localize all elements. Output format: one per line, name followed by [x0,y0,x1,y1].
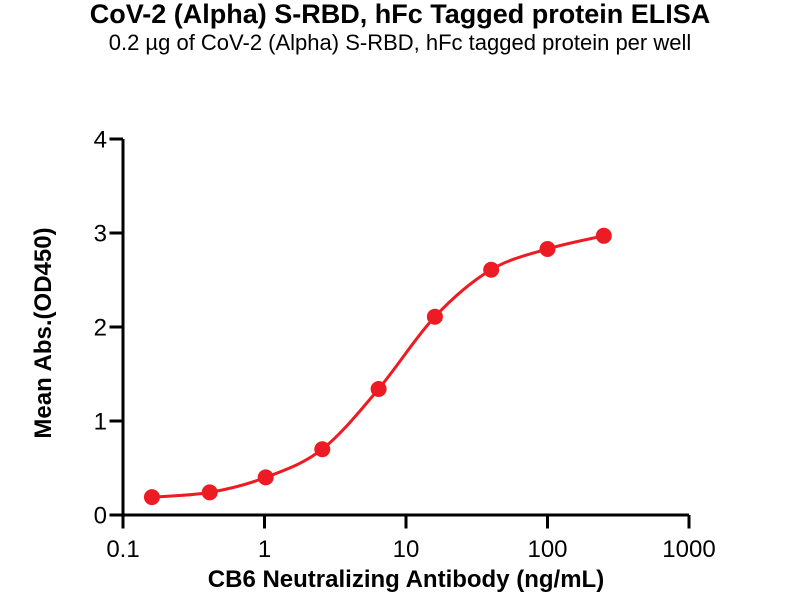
data-point [483,261,500,278]
x-tick-label: 1 [258,536,271,563]
data-point [370,381,387,397]
x-tick-label: 100 [527,536,567,563]
y-tick-label: 0 [94,503,107,530]
data-point [595,227,612,244]
data-point [314,441,331,458]
data-point [201,484,218,501]
x-axis-label: CB6 Neutralizing Antibody (ng/mL) [207,566,605,593]
fit-curve [151,234,605,499]
chart-subtitle: 0.2 µg of CoV-2 (Alpha) S-RBD, hFc tagge… [108,30,692,55]
chart-title: CoV-2 (Alpha) S-RBD, hFc Tagged protein … [89,0,711,29]
x-tick-label: 0.1 [106,536,139,563]
y-tick-label: 2 [94,315,107,342]
x-tick-label: 10 [393,536,420,563]
data-point [257,469,274,486]
x-tick-label: 1000 [662,536,715,563]
y-tick-label: 1 [94,409,107,436]
y-tick-label: 3 [94,221,107,248]
y-tick-label: 4 [94,127,107,154]
data-point [426,308,443,325]
data-point [539,241,556,257]
data-point [143,489,160,506]
